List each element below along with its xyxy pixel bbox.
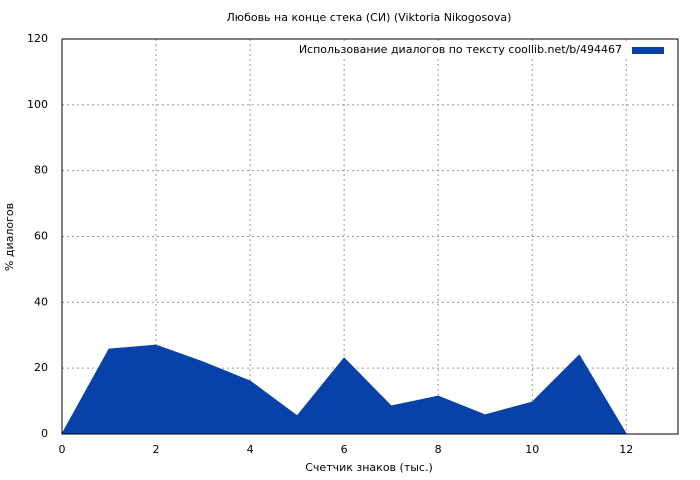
legend-label: Использование диалогов по тексту coollib… — [299, 43, 622, 56]
y-tick-label: 100 — [27, 98, 48, 111]
legend-swatch — [632, 47, 664, 54]
x-axis-label: Счетчик знаков (тыс.) — [305, 461, 433, 474]
y-tick-label: 60 — [34, 230, 48, 243]
x-tick-label: 6 — [341, 443, 348, 456]
area — [61, 344, 628, 435]
x-tick-label: 10 — [525, 443, 539, 456]
y-tick-label: 120 — [27, 32, 48, 45]
x-tick-label: 2 — [153, 443, 160, 456]
y-tick-label: 40 — [34, 295, 48, 308]
y-tick-label: 0 — [41, 427, 48, 440]
x-tick-label: 12 — [619, 443, 633, 456]
legend-background — [305, 42, 675, 58]
x-tick-label: 8 — [435, 443, 442, 456]
y-tick-label: 80 — [34, 164, 48, 177]
x-tick-label: 4 — [247, 443, 254, 456]
chart-title: Любовь на конце стека (СИ) (Viktoria Nik… — [227, 11, 512, 24]
x-tick-label: 0 — [59, 443, 66, 456]
y-tick-label: 20 — [34, 361, 48, 374]
plot-frame — [61, 38, 679, 435]
y-axis-label: % диалогов — [3, 203, 16, 271]
